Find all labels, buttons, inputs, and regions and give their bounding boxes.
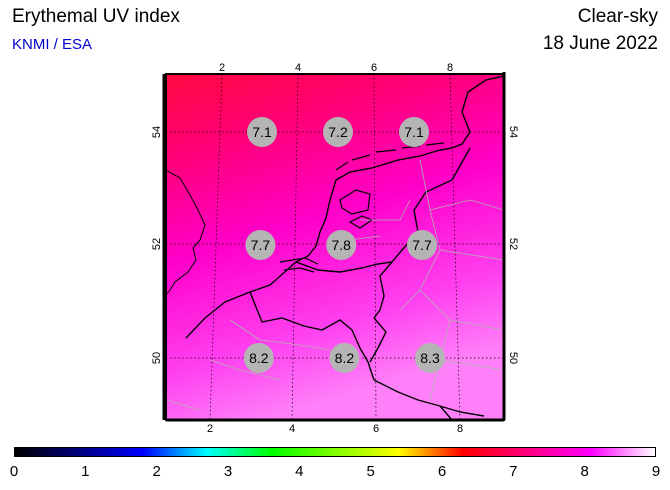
uv-value-marker: 8.2 [243, 343, 274, 373]
uv-value-label: 7.1 [252, 124, 272, 140]
uv-value-label: 7.8 [331, 237, 351, 253]
uv-marker-circle [407, 230, 437, 260]
lon-label-bottom-4: 4 [289, 423, 295, 435]
uv-value-marker: 7.7 [407, 230, 437, 260]
lat-label-right-50: 50 [507, 352, 519, 364]
colorbar-label: 2 [152, 463, 161, 480]
uv-value-marker: 7.2 [323, 117, 353, 147]
uv-marker-circle [399, 117, 429, 147]
uv-value-label: 7.7 [251, 237, 271, 253]
uv-value-label: 7.1 [404, 124, 424, 140]
lon-label-bottom-8: 8 [457, 423, 463, 435]
uv-value-label: 8.2 [249, 350, 269, 366]
uv-marker-circle [245, 230, 276, 260]
uv-marker-circle [329, 343, 360, 373]
colorbar-label: 0 [9, 463, 19, 480]
fr-de-border [439, 405, 453, 420]
lon-label-top-8: 8 [447, 62, 453, 74]
lat-label-left-54: 54 [151, 126, 163, 138]
uv-marker-circle [415, 343, 445, 373]
lon-tick-labels: 2 4 6 8 2 4 6 8 [207, 62, 463, 435]
wadden-islands [335, 142, 445, 171]
lat-label-left-50: 50 [151, 352, 163, 364]
colorbar-label: 6 [437, 463, 447, 480]
be-nl-border [295, 261, 393, 273]
uv-markers: 7.1 7.2 7.1 7.7 7.8 7.7 8.2 8.2 8.3 [243, 117, 445, 373]
lat-tick-labels: 54 52 50 54 52 50 [151, 126, 519, 364]
uv-value-marker: 8.2 [329, 343, 360, 373]
uv-value-marker: 7.1 [247, 117, 277, 147]
uv-map: 2 4 6 8 2 4 6 8 54 52 50 54 52 50 7.1 7.2… [151, 62, 519, 435]
colorbar-label: 8 [580, 463, 589, 480]
uv-marker-circle [243, 343, 274, 373]
sky-condition: Clear-sky [577, 6, 658, 27]
colorbar-label: 9 [651, 463, 661, 480]
lon-label-top-2: 2 [219, 62, 225, 74]
colorbar-label: 1 [81, 463, 90, 480]
delta-estuaries [279, 257, 319, 273]
lon-label-top-6: 6 [371, 62, 377, 74]
lon-label-top-4: 4 [295, 62, 301, 74]
uk-coastline [166, 169, 206, 296]
lat-label-right-52: 52 [507, 238, 519, 250]
lon-label-bottom-6: 6 [373, 423, 379, 435]
uv-marker-circle [323, 117, 353, 147]
uv-value-marker: 7.7 [245, 230, 276, 260]
colorbar-label: 3 [223, 463, 233, 480]
uv-value-label: 7.2 [328, 124, 348, 140]
uv-value-label: 7.7 [412, 237, 432, 253]
uv-value-label: 8.2 [335, 350, 355, 366]
map-date: 18 June 2022 [542, 33, 658, 54]
colorbar-label: 5 [366, 463, 375, 480]
be-fr-border [249, 291, 375, 381]
boundaries [166, 75, 504, 420]
map-title: Erythemal UV index [12, 6, 180, 27]
colorbar-label: 4 [295, 463, 304, 480]
uv-marker-circle [247, 117, 277, 147]
uv-value-marker: 7.8 [326, 230, 357, 260]
uv-value-marker: 7.1 [399, 117, 429, 147]
nl-de-border [373, 147, 471, 319]
uv-colorbar [14, 447, 656, 457]
colorbar-label: 7 [509, 463, 518, 480]
uv-value-label: 8.3 [420, 350, 440, 366]
lat-label-right-54: 54 [507, 126, 519, 138]
uv-marker-circle [326, 230, 357, 260]
be-de-border [369, 317, 485, 417]
lat-label-left-52: 52 [151, 238, 163, 250]
map-source: KNMI / ESA [12, 36, 93, 53]
lon-label-bottom-2: 2 [207, 423, 213, 435]
uv-value-marker: 8.3 [415, 343, 445, 373]
